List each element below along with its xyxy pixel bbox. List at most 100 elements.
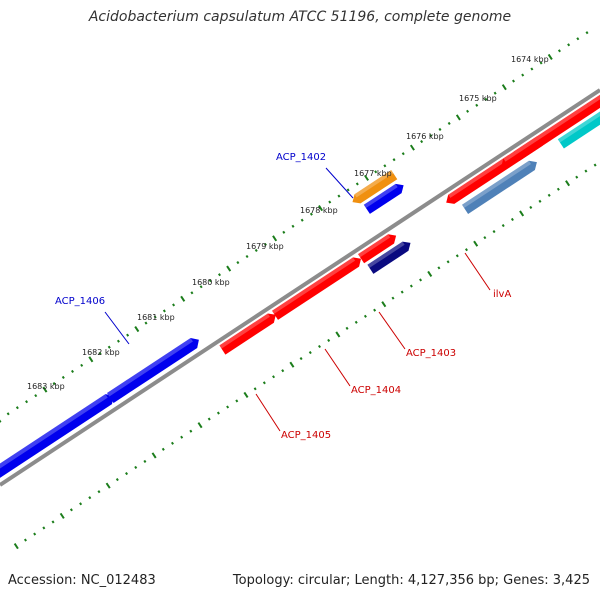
tick-mark <box>88 496 92 500</box>
tick-mark <box>519 210 525 217</box>
tick-mark <box>153 315 157 319</box>
tick-mark <box>6 412 10 416</box>
tick-mark <box>254 248 258 253</box>
gene-bar-highlight <box>358 234 391 258</box>
tick-mark <box>364 174 369 181</box>
tick-mark <box>216 411 220 415</box>
accession-text: Accession: NC_012483 <box>8 573 156 588</box>
tick-mark <box>162 309 166 313</box>
genome-summary-text: Topology: circular; Length: 4,127,356 bp… <box>232 573 590 588</box>
tick-mark <box>337 194 341 198</box>
gene-bar <box>272 257 361 320</box>
tick-mark <box>363 314 367 318</box>
gene-callouts: ACP_1402 ACP_1406 ilvA ACP_1403 ACP_1404 ACP_… <box>55 152 511 441</box>
tick-mark <box>556 187 560 191</box>
tick-label: 1681 kbp <box>137 313 175 322</box>
tick-mark <box>547 193 551 197</box>
tick-mark <box>475 103 479 107</box>
tick-mark <box>34 394 38 398</box>
tick-mark <box>455 114 461 121</box>
tick-mark <box>501 84 507 91</box>
tick-mark <box>437 266 441 270</box>
tick-mark <box>189 429 193 433</box>
tick-mark <box>576 37 580 41</box>
gene-bar <box>513 103 595 161</box>
gene-bar <box>358 234 397 264</box>
tick-mark <box>483 236 487 240</box>
gene-bar <box>352 170 398 204</box>
gene-bar-highlight <box>107 338 193 397</box>
gene-bar <box>446 158 510 204</box>
gene-label: ACP_1404 <box>351 385 401 396</box>
tick-mark <box>197 422 203 429</box>
gene-bar-highlight <box>367 241 405 268</box>
gene-bar-highlight <box>363 183 398 208</box>
gene-bar <box>367 241 411 274</box>
tick-mark <box>429 133 433 138</box>
tick-mark <box>208 279 212 283</box>
tick-mark <box>79 502 83 506</box>
tick-mark <box>51 520 55 524</box>
tick-mark <box>23 538 27 542</box>
tick-mark <box>272 375 276 379</box>
tick-mark <box>354 320 358 324</box>
tick-mark <box>69 508 73 512</box>
tick-mark <box>512 79 515 83</box>
tick-mark <box>501 223 505 228</box>
gene-bar-highlight <box>462 160 531 208</box>
tick-mark <box>381 301 387 308</box>
tick-mark <box>409 144 415 151</box>
tick-mark <box>409 284 413 288</box>
tick-mark <box>420 140 424 144</box>
tick-mark <box>13 543 19 550</box>
tick-mark <box>308 351 312 355</box>
tick-mark <box>235 399 239 403</box>
tick-mark <box>419 278 423 282</box>
tick-mark <box>565 180 571 187</box>
tick-mark <box>61 375 65 380</box>
tick-mark <box>447 121 451 125</box>
tick-label: 1675 kbp <box>459 94 497 103</box>
gene-features <box>0 94 600 478</box>
tick-mark <box>262 381 266 385</box>
tick-mark <box>317 344 321 349</box>
tick-mark <box>383 164 387 168</box>
tick-label: 1680 kbp <box>192 278 230 287</box>
tick-mark <box>161 447 165 451</box>
tick-mark <box>15 406 19 410</box>
tick-mark <box>400 290 404 294</box>
tick-mark <box>172 303 176 307</box>
tick-mark <box>282 230 286 234</box>
tick-mark <box>557 49 561 53</box>
tick-mark <box>52 381 56 386</box>
tick-labels: 1674 kbp 1675 kbp 1676 kbp 1677 kbp 1678 kbp… <box>27 55 549 391</box>
tick-mark <box>0 419 2 423</box>
tick-mark <box>33 532 37 536</box>
gene-bar-highlight <box>219 313 270 349</box>
tick-mark <box>392 158 396 162</box>
tick-mark <box>510 217 514 222</box>
tick-mark <box>346 188 350 192</box>
callout-leader <box>325 167 354 199</box>
tick-label: 1674 kbp <box>511 55 549 64</box>
tick-mark <box>355 182 359 186</box>
tick-mark <box>473 240 479 247</box>
gene-label: ilvA <box>493 289 511 300</box>
gene-bar-highlight <box>557 111 600 143</box>
tick-mark <box>125 471 129 476</box>
tick-mark <box>199 285 203 289</box>
tick-mark <box>243 391 249 398</box>
tick-mark <box>42 526 46 530</box>
tick-mark <box>245 254 249 259</box>
tick-mark <box>144 321 148 325</box>
tick-mark <box>374 170 378 174</box>
tick-mark <box>116 339 120 343</box>
tick-mark <box>143 459 147 463</box>
tick-mark <box>466 109 470 113</box>
tick-mark <box>134 326 140 333</box>
gene-label: ACP_1403 <box>406 348 456 359</box>
gene-label: ACP_1402 <box>276 152 326 163</box>
tick-mark <box>327 338 331 343</box>
tick-mark <box>42 386 48 393</box>
